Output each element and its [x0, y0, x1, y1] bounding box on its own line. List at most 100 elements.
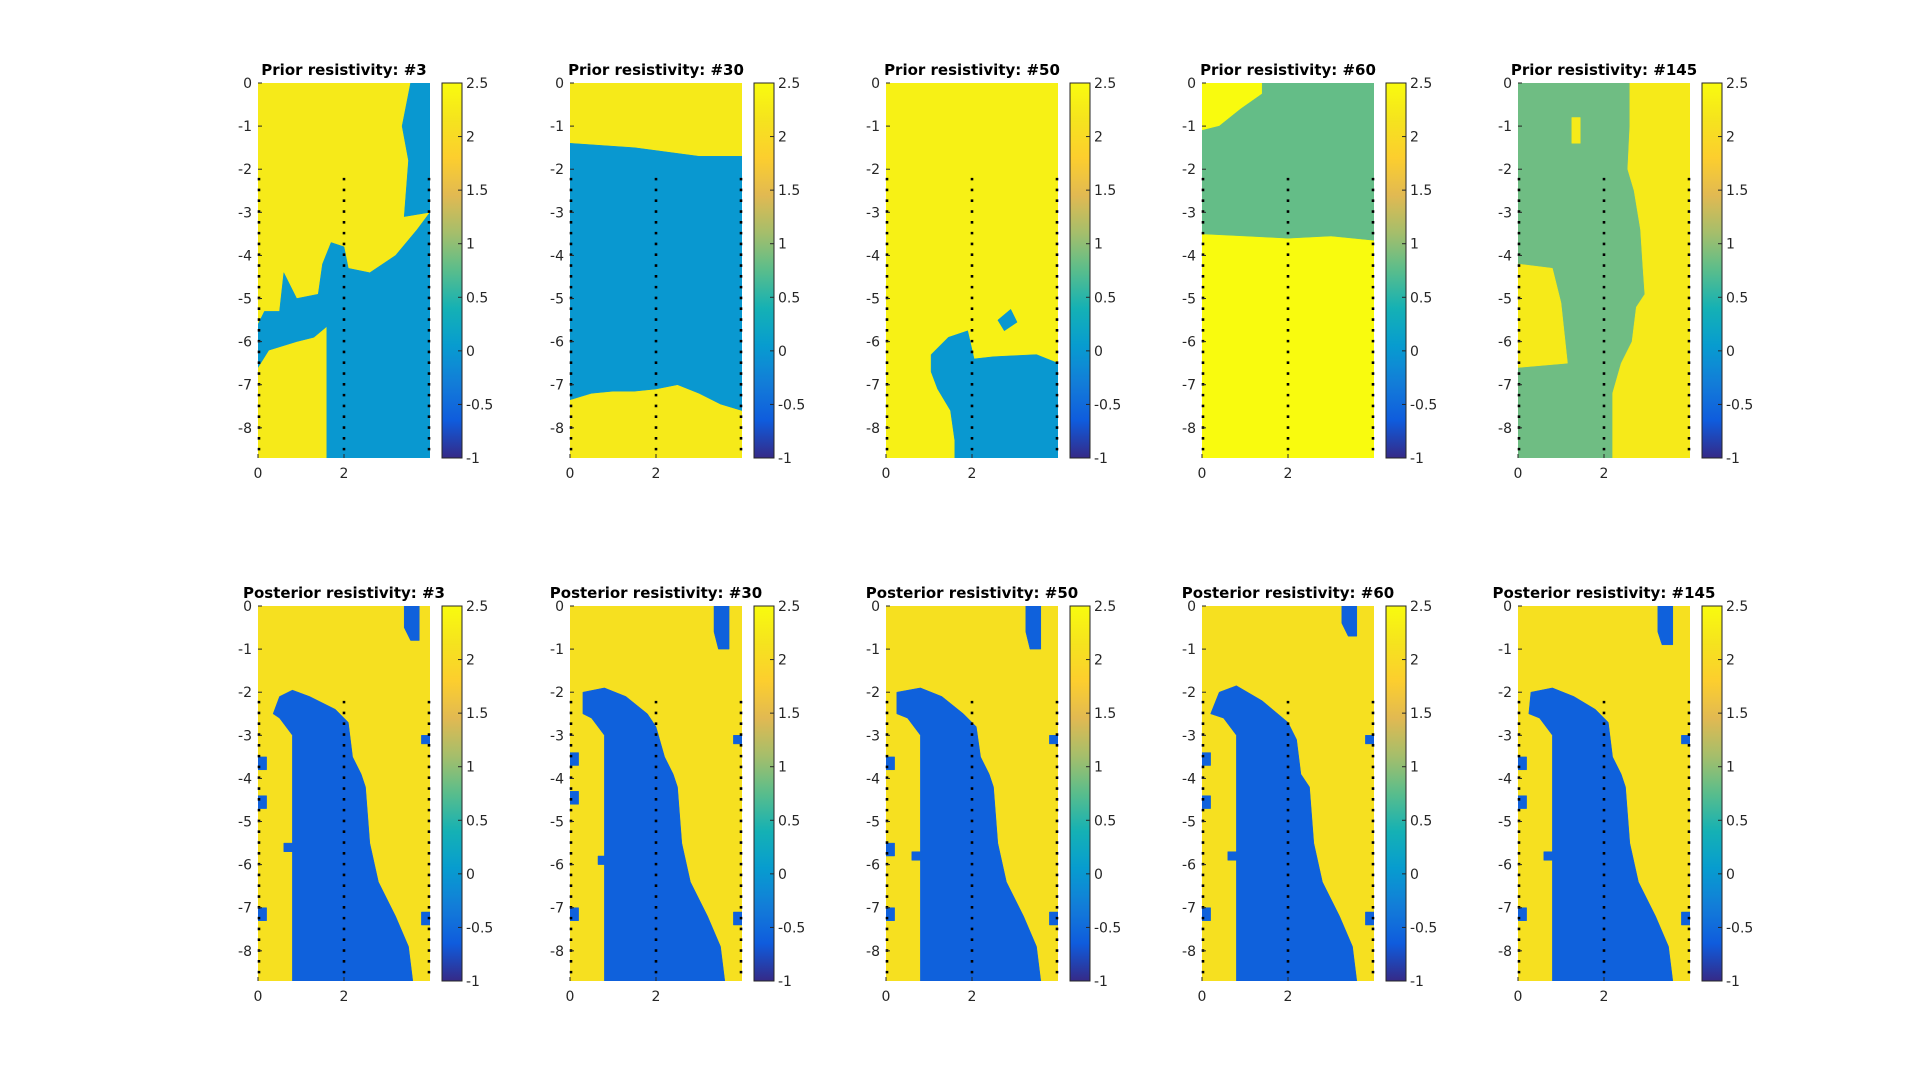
- colorbar-tick-label: 2: [466, 653, 475, 669]
- colorbar-tick-label: 0.5: [466, 813, 488, 829]
- y-tick-label: -8: [1182, 944, 1196, 960]
- panel-title: Posterior resistivity: #3: [243, 584, 445, 602]
- y-tick-label: -7: [1182, 901, 1196, 917]
- y-tick-label: -3: [866, 728, 880, 744]
- panel-7: 0 -1 -2 -3 -4 -5 -6 -7 -8 0 2 Posterior resistivity…: [550, 584, 806, 1005]
- field-region-8: [1365, 911, 1374, 926]
- field-region-5: [1543, 851, 1553, 861]
- colorbar-tick-label: 1.5: [1410, 183, 1432, 199]
- colorbar-tick-label: -1: [1726, 451, 1740, 467]
- colorbar-tick-label: 0.5: [1410, 290, 1432, 306]
- colorbar: [1385, 82, 1407, 459]
- y-tick-label: -3: [1498, 205, 1512, 221]
- colorbar-tick-label: 0: [1094, 867, 1103, 883]
- y-tick-label: -7: [238, 901, 252, 917]
- y-tick-label: -5: [1182, 292, 1196, 308]
- y-tick-label: -2: [866, 162, 880, 178]
- colorbar-tick-label: 1: [1094, 760, 1103, 776]
- colorbar-tick-label: -0.5: [466, 397, 493, 413]
- field-region-5: [911, 851, 921, 861]
- y-tick-label: -6: [550, 858, 564, 874]
- y-tick-label: -6: [866, 858, 880, 874]
- field-region-2: [1657, 606, 1674, 646]
- colorbar-tick-label: 2: [778, 653, 787, 669]
- y-tick-label: 0: [871, 599, 880, 615]
- y-tick-label: -1: [866, 642, 880, 658]
- colorbar-tick-label: 0.5: [1726, 813, 1748, 829]
- colorbar-tick-label: 2.5: [1726, 76, 1748, 92]
- colorbar-tick-label: -0.5: [466, 920, 493, 936]
- y-tick-label: -7: [1498, 378, 1512, 394]
- y-tick-label: -6: [866, 335, 880, 351]
- field-region-2: [403, 606, 420, 641]
- y-tick-label: -1: [238, 642, 252, 658]
- x-tick-label: 2: [1284, 466, 1293, 482]
- y-tick-label: -4: [238, 771, 252, 787]
- x-tick-label: 0: [254, 989, 263, 1005]
- y-tick-label: -8: [866, 944, 880, 960]
- field-region-4: [1202, 795, 1211, 809]
- field-region-8: [421, 911, 430, 926]
- colorbar-tick-label: 0.5: [778, 290, 800, 306]
- y-tick-label: -4: [1498, 248, 1512, 264]
- y-tick-label: 0: [555, 599, 564, 615]
- x-tick-label: 0: [254, 466, 263, 482]
- colorbar-tick-label: 0.5: [1094, 290, 1116, 306]
- colorbar-tick-label: 1: [466, 237, 475, 253]
- x-tick-label: 0: [882, 466, 891, 482]
- y-tick-label: -4: [1182, 248, 1196, 264]
- colorbar: [441, 82, 463, 459]
- y-tick-label: -5: [550, 292, 564, 308]
- x-tick-label: 0: [566, 466, 575, 482]
- colorbar-tick-label: 0: [466, 867, 475, 883]
- y-tick-label: -7: [238, 378, 252, 394]
- panel-title: Prior resistivity: #145: [1511, 61, 1697, 79]
- colorbar-tick-label: 1: [778, 760, 787, 776]
- colorbar-tick-label: 0: [1726, 344, 1735, 360]
- field-region-1: [896, 687, 1042, 981]
- colorbar: [441, 605, 463, 982]
- colorbar-tick-label: 0: [1726, 867, 1735, 883]
- field-region-8: [733, 911, 742, 926]
- colorbar-tick-label: 2: [1410, 653, 1419, 669]
- y-tick-label: -1: [1498, 642, 1512, 658]
- y-tick-label: -5: [238, 815, 252, 831]
- y-tick-label: -5: [550, 815, 564, 831]
- colorbar-tick-label: 1: [1410, 237, 1419, 253]
- y-tick-label: -4: [866, 771, 880, 787]
- x-tick-label: 2: [340, 466, 349, 482]
- y-tick-label: -2: [866, 685, 880, 701]
- panel-title: Posterior resistivity: #50: [866, 584, 1078, 602]
- y-tick-label: -1: [550, 119, 564, 135]
- colorbar-tick-label: 0: [466, 344, 475, 360]
- colorbar-tick-label: -0.5: [1726, 397, 1753, 413]
- x-tick-label: 2: [652, 466, 661, 482]
- field-region-5: [1227, 851, 1237, 861]
- colorbar-tick-label: 1.5: [1094, 183, 1116, 199]
- colorbar-tick-label: 0: [1410, 867, 1419, 883]
- colorbar-tick-label: 1.5: [778, 183, 800, 199]
- y-tick-label: -8: [1182, 421, 1196, 437]
- y-tick-label: -2: [1182, 162, 1196, 178]
- y-tick-label: 0: [243, 599, 252, 615]
- colorbar: [1701, 82, 1723, 459]
- field-region-2: [1341, 606, 1358, 637]
- field-region-1: [582, 687, 726, 981]
- y-tick-label: -6: [1182, 335, 1196, 351]
- y-tick-label: -4: [550, 771, 564, 787]
- y-tick-label: -4: [550, 248, 564, 264]
- colorbar-tick-label: 2: [1726, 653, 1735, 669]
- colorbar-tick-label: 2.5: [1410, 599, 1432, 615]
- y-tick-label: 0: [871, 76, 880, 92]
- colorbar-tick-label: 1.5: [778, 706, 800, 722]
- x-tick-label: 0: [566, 989, 575, 1005]
- y-tick-label: -8: [550, 421, 564, 437]
- y-tick-label: -6: [1498, 335, 1512, 351]
- colorbar-tick-label: -0.5: [778, 397, 805, 413]
- y-tick-label: -8: [238, 421, 252, 437]
- y-tick-label: -6: [1498, 858, 1512, 874]
- y-tick-label: -8: [1498, 944, 1512, 960]
- y-tick-label: -8: [866, 421, 880, 437]
- panel-title: Prior resistivity: #30: [568, 61, 744, 79]
- colorbar-tick-label: -0.5: [1094, 920, 1121, 936]
